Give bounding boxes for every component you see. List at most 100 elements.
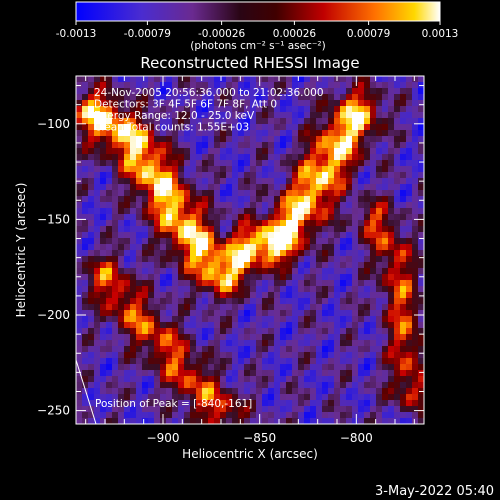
heatmap-cell: [88, 94, 95, 101]
heatmap-cell: [106, 172, 113, 179]
heatmap-cell: [352, 400, 359, 407]
heatmap-cell: [220, 160, 227, 167]
heatmap-cell: [106, 328, 113, 335]
heatmap-cell: [268, 100, 275, 107]
heatmap-cell: [184, 274, 191, 281]
heatmap-cell: [304, 184, 311, 191]
heatmap-cell: [262, 340, 269, 347]
heatmap-cell: [418, 352, 424, 359]
heatmap-cell: [208, 130, 215, 137]
heatmap-cell: [142, 352, 149, 359]
heatmap-cell: [364, 142, 371, 149]
heatmap-cell: [262, 394, 269, 401]
heatmap-cell: [352, 322, 359, 329]
heatmap-cell: [328, 94, 335, 101]
heatmap-cell: [280, 370, 287, 377]
heatmap-cell: [220, 172, 227, 179]
heatmap-cell: [406, 94, 413, 101]
heatmap-cell: [388, 382, 395, 389]
heatmap-cell: [106, 346, 113, 353]
heatmap-cell: [178, 250, 185, 257]
heatmap-cell: [388, 232, 395, 239]
heatmap-cell: [232, 226, 239, 233]
heatmap-cell: [280, 148, 287, 155]
heatmap-cell: [82, 94, 89, 101]
heatmap-cell: [250, 130, 257, 137]
heatmap-cell: [178, 232, 185, 239]
heatmap-cell: [304, 178, 311, 185]
heatmap-cell: [106, 154, 113, 161]
heatmap-cell: [118, 334, 125, 341]
heatmap-cell: [286, 226, 293, 233]
heatmap-cell: [196, 178, 203, 185]
heatmap-cell: [94, 412, 101, 419]
heatmap-cell: [316, 232, 323, 239]
heatmap-cell: [400, 412, 407, 419]
heatmap-cell: [238, 364, 245, 371]
heatmap-cell: [400, 406, 407, 413]
heatmap-cell: [214, 172, 221, 179]
heatmap-cell: [154, 238, 161, 245]
heatmap-cell: [94, 274, 101, 281]
heatmap-cell: [256, 106, 263, 113]
heatmap-cell: [292, 310, 299, 317]
heatmap-cell: [358, 310, 365, 317]
heatmap-cell: [220, 136, 227, 143]
heatmap-cell: [214, 202, 221, 209]
heatmap-cell: [340, 262, 347, 269]
heatmap-cell: [130, 202, 137, 209]
heatmap-cell: [100, 82, 107, 89]
heatmap-cell: [220, 418, 227, 424]
heatmap-cell: [346, 400, 353, 407]
heatmap-cell: [370, 238, 377, 245]
heatmap-cell: [124, 262, 131, 269]
heatmap-cell: [340, 166, 347, 173]
heatmap-cell: [136, 286, 143, 293]
heatmap-cell: [148, 166, 155, 173]
heatmap-cell: [322, 190, 329, 197]
heatmap-cell: [184, 172, 191, 179]
heatmap-cell: [322, 286, 329, 293]
heatmap-cell: [418, 244, 424, 251]
heatmap-cell: [226, 154, 233, 161]
heatmap-cell: [172, 346, 179, 353]
heatmap-cell: [298, 268, 305, 275]
heatmap-cell: [394, 262, 401, 269]
heatmap-cell: [292, 400, 299, 407]
heatmap-cell: [196, 328, 203, 335]
heatmap-cell: [208, 352, 215, 359]
heatmap-cell: [130, 130, 137, 137]
heatmap-cell: [298, 214, 305, 221]
heatmap-cell: [370, 166, 377, 173]
heatmap-cell: [304, 106, 311, 113]
heatmap-cell: [304, 412, 311, 419]
heatmap-cell: [76, 106, 83, 113]
heatmap-cell: [394, 154, 401, 161]
heatmap-cell: [262, 262, 269, 269]
heatmap-cell: [88, 226, 95, 233]
heatmap-cell: [340, 106, 347, 113]
heatmap-cell: [316, 82, 323, 89]
heatmap-cell: [268, 358, 275, 365]
heatmap-cell: [118, 310, 125, 317]
heatmap-cell: [244, 346, 251, 353]
heatmap-cell: [280, 166, 287, 173]
heatmap-cell: [226, 310, 233, 317]
heatmap-cell: [316, 142, 323, 149]
heatmap-cell: [226, 106, 233, 113]
heatmap-cell: [148, 418, 155, 424]
heatmap-cell: [94, 382, 101, 389]
heatmap-cell: [364, 118, 371, 125]
heatmap-cell: [178, 304, 185, 311]
heatmap-cell: [178, 226, 185, 233]
heatmap-cell: [418, 418, 424, 424]
heatmap-cell: [292, 130, 299, 137]
heatmap-cell: [142, 382, 149, 389]
heatmap-cell: [274, 244, 281, 251]
heatmap-cell: [232, 286, 239, 293]
heatmap-cell: [202, 376, 209, 383]
heatmap-cell: [202, 304, 209, 311]
heatmap-cell: [220, 232, 227, 239]
heatmap-cell: [406, 238, 413, 245]
heatmap-cell: [136, 130, 143, 137]
